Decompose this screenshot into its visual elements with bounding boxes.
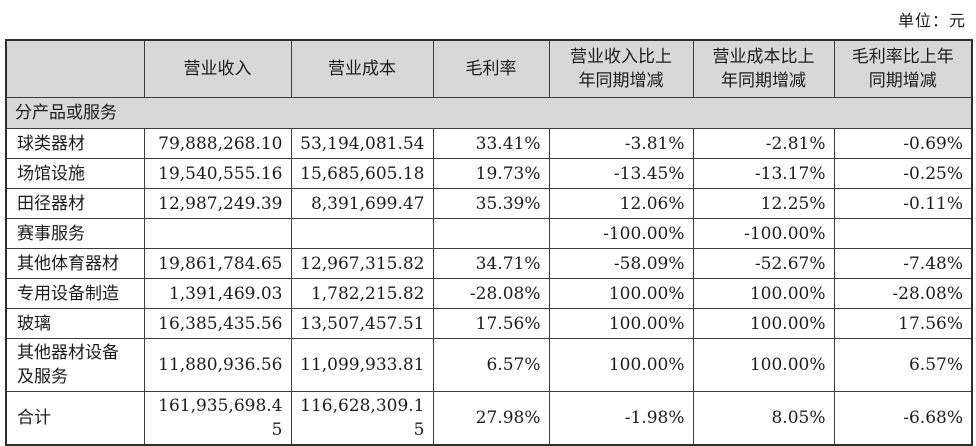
column-header-cell: 毛利率	[432, 39, 550, 98]
row-label-cell: 其他器材设备 及服务	[5, 338, 145, 392]
value-cell: 100.00%	[692, 308, 835, 339]
value-cell: 11,880,936.56	[143, 338, 292, 392]
value-cell: 16,385,435.56	[143, 308, 292, 339]
value-cell	[833, 218, 973, 249]
row-label-cell: 玻璃	[5, 308, 145, 339]
column-header-cell: 营业收入	[143, 39, 292, 98]
value-cell: 100.00%	[692, 278, 835, 309]
value-cell: 19,861,784.65	[143, 248, 292, 279]
value-cell: 17.56%	[833, 308, 973, 339]
table-body: 分产品或服务 球类器材 79,888,268.10 53,194,081.54 33.4…	[5, 97, 973, 446]
value-cell	[143, 218, 292, 249]
value-cell: 12,987,249.39	[143, 188, 292, 219]
value-cell: 6.57%	[432, 338, 550, 392]
column-header-cell: 营业收入比上 年同期增减	[548, 39, 694, 98]
value-cell: -0.25%	[833, 158, 973, 189]
value-cell: 33.41%	[432, 128, 550, 159]
value-cell: -0.69%	[833, 128, 973, 159]
value-cell: 12.06%	[548, 188, 694, 219]
table-row: 其他器材设备 及服务 11,880,936.56 11,099,933.81 6.57…	[5, 338, 973, 392]
value-cell: -58.09%	[548, 248, 694, 279]
column-header-cell: 营业成本比上 年同期增减	[692, 39, 835, 98]
column-header-cell: 营业成本	[290, 39, 434, 98]
row-label-cell: 赛事服务	[5, 218, 145, 249]
value-cell: 19.73%	[432, 158, 550, 189]
row-label-cell: 其他体育器材	[5, 248, 145, 279]
value-cell: 116,628,309.15	[290, 391, 434, 446]
row-label-cell: 专用设备制造	[5, 278, 145, 309]
table-row: 球类器材 79,888,268.10 53,194,081.54 33.41% -3.8…	[5, 128, 973, 159]
value-cell: 34.71%	[432, 248, 550, 279]
value-cell: 161,935,698.45	[143, 391, 292, 446]
value-cell: -28.08%	[432, 278, 550, 309]
header-row: 营业收入 营业成本 毛利率 营业收入比上 年同期增减 营业成本比上 年同期增减 毛利率比上…	[5, 39, 973, 98]
value-cell: 35.39%	[432, 188, 550, 219]
row-label-cell: 合计	[5, 391, 145, 446]
segment-report-table: 营业收入 营业成本 毛利率 营业收入比上 年同期增减 营业成本比上 年同期增减 毛利率比上…	[5, 39, 973, 446]
value-cell: -13.45%	[548, 158, 694, 189]
value-cell: 19,540,555.16	[143, 158, 292, 189]
value-cell: 6.57%	[833, 338, 973, 392]
corner-header-cell	[5, 39, 145, 98]
value-cell: 12.25%	[692, 188, 835, 219]
value-cell: 1,391,469.03	[143, 278, 292, 309]
table-row: 专用设备制造 1,391,469.03 1,782,215.82 -28.08% 100…	[5, 278, 973, 309]
value-cell: 8,391,699.47	[290, 188, 434, 219]
value-cell: 1,782,215.82	[290, 278, 434, 309]
table-row: 赛事服务 -100.00% -100.00%	[5, 218, 973, 249]
value-cell: 27.98%	[432, 391, 550, 446]
value-cell: 8.05%	[692, 391, 835, 446]
value-cell: -100.00%	[548, 218, 694, 249]
table-row: 玻璃 16,385,435.56 13,507,457.51 17.56% 100.00…	[5, 308, 973, 339]
total-row: 合计 161,935,698.45 116,628,309.15 27.98% -1.9…	[5, 391, 973, 446]
unit-label: 单位：元	[897, 11, 966, 30]
value-cell: -3.81%	[548, 128, 694, 159]
value-cell	[290, 218, 434, 249]
table-header: 营业收入 营业成本 毛利率 营业收入比上 年同期增减 营业成本比上 年同期增减 毛利率比上…	[5, 39, 973, 98]
section-header-cell: 分产品或服务	[5, 97, 973, 129]
row-label-cell: 球类器材	[5, 128, 145, 159]
value-cell: -6.68%	[833, 391, 973, 446]
table-row: 场馆设施 19,540,555.16 15,685,605.18 19.73% -13.…	[5, 158, 973, 189]
value-cell: 17.56%	[432, 308, 550, 339]
value-cell: 79,888,268.10	[143, 128, 292, 159]
table-row: 其他体育器材 19,861,784.65 12,967,315.82 34.71% -5…	[5, 248, 973, 279]
value-cell: -0.11%	[833, 188, 973, 219]
value-cell: -13.17%	[692, 158, 835, 189]
value-cell: -7.48%	[833, 248, 973, 279]
value-cell: -100.00%	[692, 218, 835, 249]
row-label-cell: 田径器材	[5, 188, 145, 219]
value-cell: 100.00%	[548, 338, 694, 392]
value-cell: 100.00%	[548, 308, 694, 339]
value-cell: -28.08%	[833, 278, 973, 309]
row-label-cell: 场馆设施	[5, 158, 145, 189]
section-header-row: 分产品或服务	[5, 97, 973, 129]
value-cell: -52.67%	[692, 248, 835, 279]
value-cell: -1.98%	[548, 391, 694, 446]
value-cell: 13,507,457.51	[290, 308, 434, 339]
value-cell: 100.00%	[692, 338, 835, 392]
value-cell: -2.81%	[692, 128, 835, 159]
column-header-cell: 毛利率比上年 同期增减	[833, 39, 973, 98]
value-cell: 11,099,933.81	[290, 338, 434, 392]
table-row: 田径器材 12,987,249.39 8,391,699.47 35.39% 12.06…	[5, 188, 973, 219]
value-cell: 100.00%	[548, 278, 694, 309]
value-cell: 12,967,315.82	[290, 248, 434, 279]
value-cell: 53,194,081.54	[290, 128, 434, 159]
value-cell: 15,685,605.18	[290, 158, 434, 189]
value-cell	[432, 218, 550, 249]
